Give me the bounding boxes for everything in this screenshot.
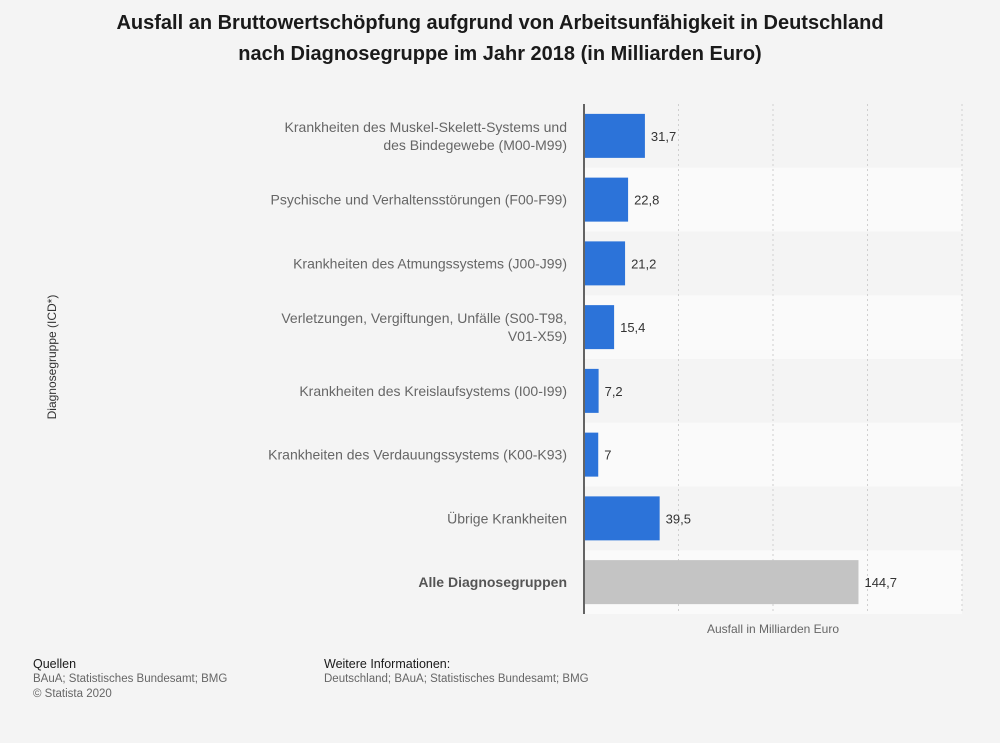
data-label: 7 [604,448,611,463]
y-axis-label: Diagnosegruppe (ICD*) [45,294,59,420]
chart-title-line-1: Ausfall an Bruttowertschöpfung aufgrund … [116,12,884,34]
bar [585,113,645,158]
data-label: 31,7 [651,129,676,144]
info-heading: Weitere Informationen: [324,657,451,671]
category-label: Krankheiten des Kreislaufsystems (I00-I9… [299,383,567,399]
category-label: Psychische und Verhaltensstörungen (F00-… [271,192,568,208]
sources-heading: Quellen [33,657,77,671]
category-label: Krankheiten des Verdauungssystems (K00-K… [268,447,567,463]
total-bar [585,560,859,605]
category-label-line: V01-X59) [508,328,567,344]
bar [585,177,629,222]
data-label: 7,2 [605,384,623,399]
category-label-line: Alle Diagnosegruppen [418,574,567,590]
data-label: 22,8 [634,193,659,208]
bar [585,432,599,477]
data-label: 144,7 [864,575,897,590]
data-label: 15,4 [620,320,645,335]
category-label: Verletzungen, Vergiftungen, Unfälle (S00… [281,310,567,344]
category-label-line: Übrige Krankheiten [447,509,567,526]
x-axis-label: Ausfall in Milliarden Euro [707,622,839,636]
category-label-line: Psychische und Verhaltensstörungen (F00-… [271,192,568,208]
data-label: 21,2 [631,256,656,271]
bar [585,241,626,286]
category-label-line: des Bindegewebe (M00-M99) [383,137,567,153]
data-label: 39,5 [666,511,691,526]
category-label-line: Krankheiten des Verdauungssystems (K00-K… [268,447,567,463]
category-label: Alle Diagnosegruppen [418,574,567,590]
chart-title-line-2: nach Diagnosegruppe im Jahr 2018 (in Mil… [238,43,762,65]
category-label-line: Krankheiten des Kreislaufsystems (I00-I9… [299,383,567,399]
bar [585,368,599,413]
category-label-line: Krankheiten des Atmungssystems (J00-J99) [293,255,567,271]
info-block: Weitere Informationen: Deutschland; BAuA… [324,657,589,687]
category-label: Krankheiten des Atmungssystems (J00-J99) [293,255,567,271]
category-label: Übrige Krankheiten [447,509,567,526]
category-label-line: Verletzungen, Vergiftungen, Unfälle (S00… [281,310,567,326]
sources-block: Quellen BAuA; Statistisches Bundesamt; B… [33,657,227,702]
sources-text: BAuA; Statistisches Bundesamt; BMG [33,673,228,685]
chart-title: Ausfall an Bruttowertschöpfung aufgrund … [40,8,960,70]
bar [585,496,660,541]
copyright-text: © Statista 2020 [33,688,112,700]
category-label: Krankheiten des Muskel-Skelett-Systems u… [285,119,567,153]
bar [585,305,615,350]
category-label-line: Krankheiten des Muskel-Skelett-Systems u… [285,119,567,135]
info-text: Deutschland; BAuA; Statistisches Bundesa… [324,673,589,685]
